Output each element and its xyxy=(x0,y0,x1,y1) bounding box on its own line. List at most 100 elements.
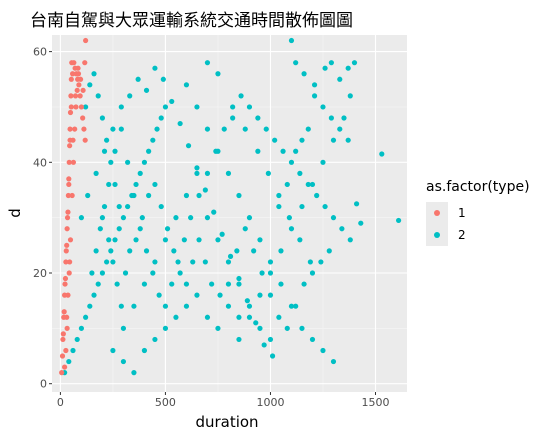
point-series-2 xyxy=(353,201,360,207)
point-series-2 xyxy=(259,270,265,276)
point-series-2 xyxy=(314,192,320,199)
point-series-1 xyxy=(66,176,72,182)
point-series-2 xyxy=(311,82,318,88)
point-series-2 xyxy=(70,347,76,354)
point-series-2 xyxy=(209,281,215,287)
point-series-2 xyxy=(219,231,225,237)
point-series-1 xyxy=(76,82,82,88)
point-series-2 xyxy=(276,192,282,199)
point-series-1 xyxy=(78,104,85,110)
point-series-1 xyxy=(66,270,72,276)
point-series-2 xyxy=(150,270,156,276)
point-series-2 xyxy=(125,203,131,210)
point-series-2 xyxy=(318,259,324,265)
point-series-1 xyxy=(61,309,67,315)
point-series-2 xyxy=(267,270,274,276)
point-series-2 xyxy=(116,226,122,232)
point-series-2 xyxy=(74,336,80,343)
y-axis-title: d xyxy=(6,208,24,218)
point-series-1 xyxy=(80,115,86,121)
point-series-1 xyxy=(62,364,68,370)
point-series-2 xyxy=(141,281,148,287)
point-series-2 xyxy=(288,226,295,232)
point-series-2 xyxy=(169,281,175,287)
point-series-2 xyxy=(104,259,110,265)
point-series-2 xyxy=(104,137,110,143)
point-series-2 xyxy=(106,181,112,188)
point-series-2 xyxy=(328,60,334,66)
point-series-1 xyxy=(74,87,80,93)
point-series-2 xyxy=(309,336,316,343)
point-series-2 xyxy=(236,336,242,343)
point-series-1 xyxy=(70,159,77,165)
point-series-2 xyxy=(269,353,276,359)
point-series-2 xyxy=(95,93,101,99)
x-axis-ticks: 0 500 1000 1500 xyxy=(57,392,389,409)
point-series-2 xyxy=(188,215,194,221)
y-tick-label: 60 xyxy=(33,46,47,59)
point-series-2 xyxy=(276,203,282,210)
point-series-2 xyxy=(143,87,150,93)
point-series-1 xyxy=(69,71,76,77)
point-series-2 xyxy=(150,137,156,143)
point-series-2 xyxy=(97,226,103,232)
point-series-2 xyxy=(110,259,116,265)
point-series-1 xyxy=(77,93,83,99)
point-series-2 xyxy=(204,60,211,66)
point-series-2 xyxy=(196,237,202,243)
point-series-2 xyxy=(135,76,141,82)
point-series-2 xyxy=(202,187,208,193)
point-series-2 xyxy=(293,148,299,154)
point-series-2 xyxy=(162,303,169,309)
legend-title: as.factor(type) xyxy=(426,179,530,195)
point-series-2 xyxy=(301,281,307,287)
point-series-2 xyxy=(137,170,143,176)
point-series-2 xyxy=(236,192,242,199)
point-series-1 xyxy=(63,248,69,254)
point-series-2 xyxy=(194,165,200,171)
point-series-2 xyxy=(288,37,295,44)
point-series-2 xyxy=(217,292,223,298)
point-series-2 xyxy=(309,181,316,188)
point-series-1 xyxy=(71,60,77,66)
point-series-2 xyxy=(152,181,158,188)
y-tick-label: 0 xyxy=(40,378,47,391)
point-series-2 xyxy=(164,226,171,232)
point-series-2 xyxy=(242,126,248,132)
point-series-2 xyxy=(83,104,89,110)
point-series-2 xyxy=(351,60,358,66)
point-series-2 xyxy=(337,76,343,82)
point-series-2 xyxy=(267,292,274,298)
point-series-1 xyxy=(65,209,71,215)
point-series-1 xyxy=(65,292,71,298)
point-series-2 xyxy=(99,270,106,276)
point-series-2 xyxy=(299,137,305,143)
point-series-2 xyxy=(280,148,286,154)
point-series-2 xyxy=(263,126,269,132)
point-series-1 xyxy=(72,93,79,99)
y-tick-label: 20 xyxy=(33,267,47,280)
point-series-1 xyxy=(72,126,78,132)
point-series-2 xyxy=(141,347,148,354)
point-series-2 xyxy=(101,148,108,154)
point-series-2 xyxy=(225,259,232,265)
legend-swatch-1 xyxy=(434,210,440,216)
point-series-2 xyxy=(194,170,200,176)
point-series-2 xyxy=(236,314,242,320)
point-series-2 xyxy=(114,281,120,287)
point-series-2 xyxy=(78,215,85,221)
point-series-2 xyxy=(99,115,106,121)
x-tick-label: 500 xyxy=(155,396,176,409)
minor-gridlines xyxy=(52,35,407,392)
point-series-1 xyxy=(68,104,74,110)
point-series-1 xyxy=(69,192,75,199)
point-series-1 xyxy=(75,65,81,71)
point-series-2 xyxy=(194,292,200,298)
legend-swatch-2 xyxy=(434,232,440,238)
point-series-2 xyxy=(87,82,93,88)
point-series-1 xyxy=(66,159,72,165)
point-series-2 xyxy=(272,137,278,143)
point-series-2 xyxy=(242,226,248,232)
point-series-2 xyxy=(276,314,282,320)
point-series-2 xyxy=(83,314,89,320)
